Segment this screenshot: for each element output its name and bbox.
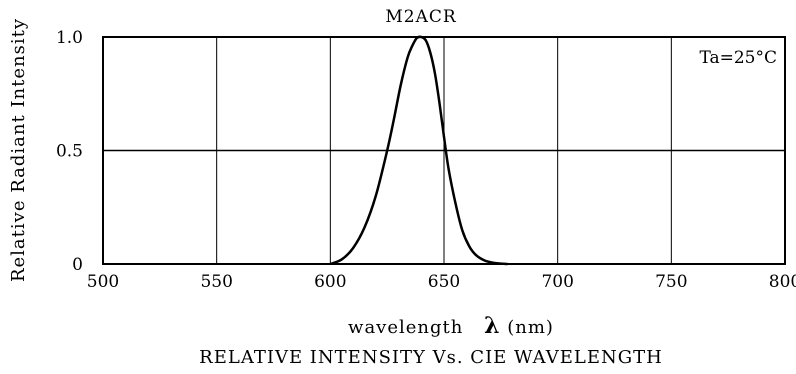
x-axis-label-text: wavelength (348, 317, 463, 338)
x-tick-label: 550 (200, 272, 232, 292)
y-tick-label: 0 (72, 255, 83, 275)
x-tick-label: 700 (541, 272, 573, 292)
x-tick-label: 800 (769, 272, 796, 292)
chart-title: M2ACR (385, 7, 457, 27)
chart-subtitle: RELATIVE INTENSITY Vs. CIE WAVELENGTH (199, 347, 663, 368)
temperature-annotation: Ta=25°C (699, 48, 777, 68)
x-tick-label: 650 (428, 272, 460, 292)
plot-frame (102, 36, 786, 265)
y-axis-label: Relative Radiant Intensity (8, 18, 29, 282)
x-axis-unit: (nm) (507, 317, 554, 338)
x-axis-label: wavelength λ (nm) (348, 313, 554, 339)
x-tick-labels: 500 550 600 650 700 750 800 (87, 272, 796, 292)
grid-lines (103, 37, 785, 264)
lambda-symbol: λ (484, 313, 500, 339)
series-layer (329, 35, 508, 266)
y-tick-label: 0.5 (56, 142, 83, 162)
x-tick-label: 750 (655, 272, 687, 292)
x-tick-label: 500 (87, 272, 119, 292)
x-tick-label: 600 (314, 272, 346, 292)
y-tick-label: 1.0 (56, 28, 83, 48)
y-tick-labels: 0 0.5 1.0 (56, 28, 83, 275)
spectrum-curve (329, 35, 508, 266)
